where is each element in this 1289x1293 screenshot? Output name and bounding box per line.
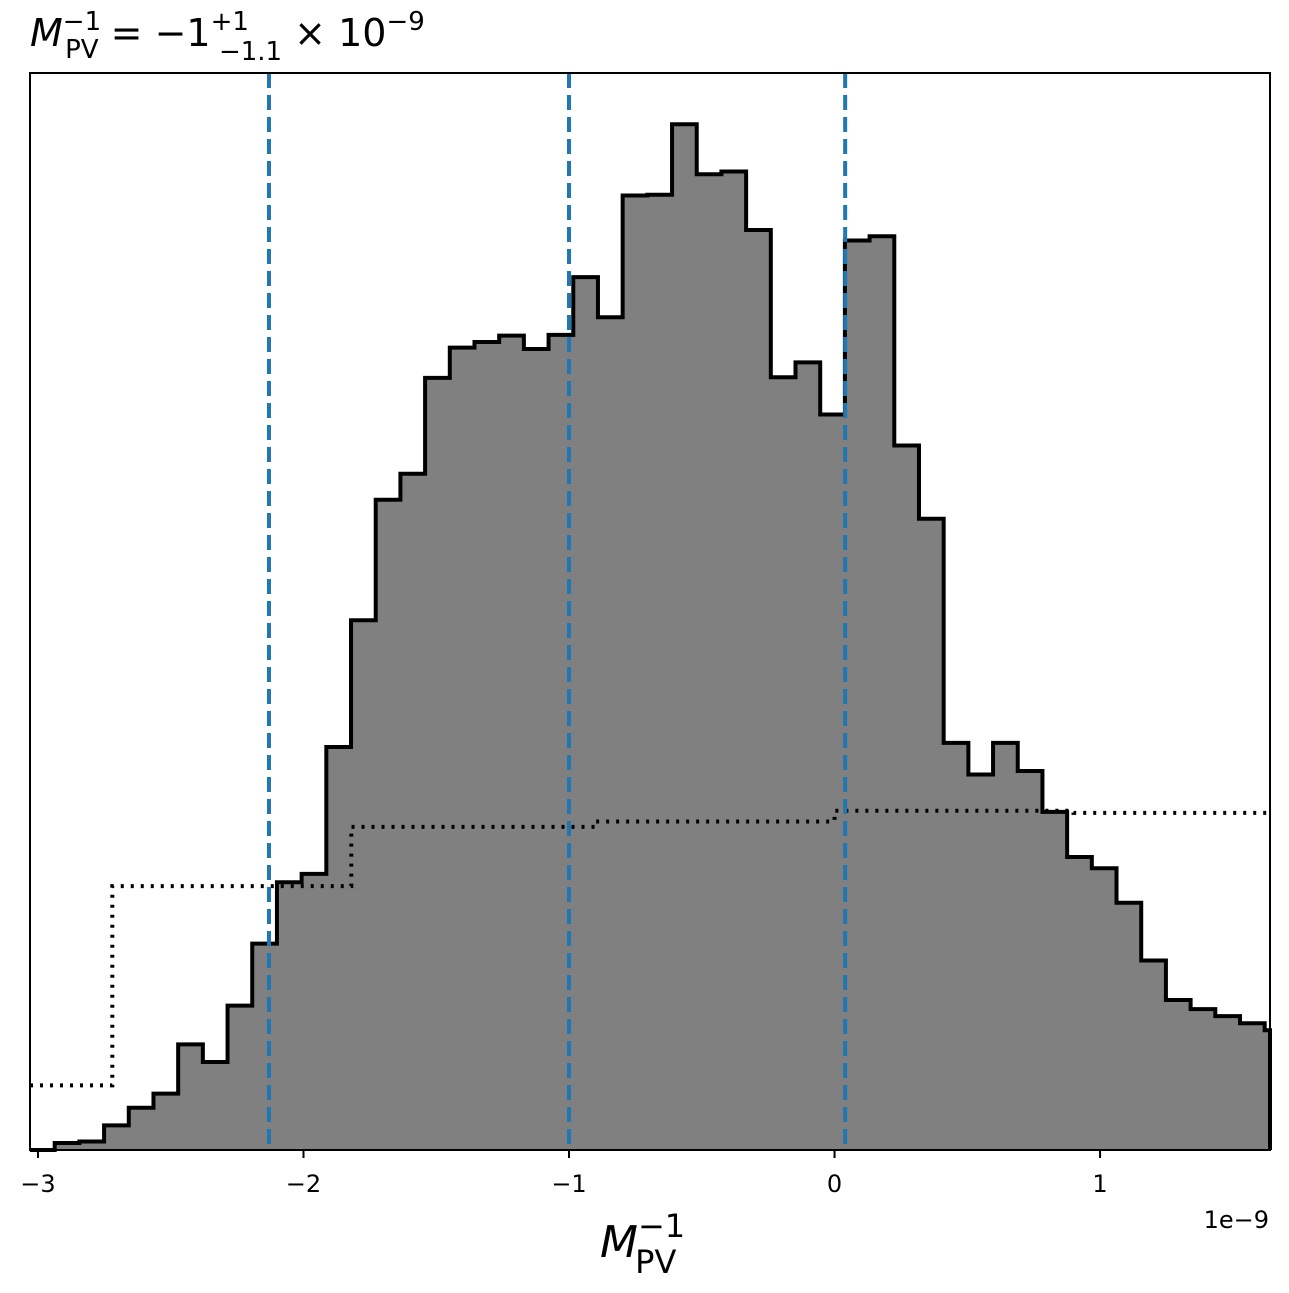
histogram-bar: [276, 882, 303, 1150]
histogram-bar: [573, 277, 599, 1150]
histogram-bar: [1190, 1009, 1216, 1150]
axes-frame: [29, 72, 1271, 1151]
histogram-bar: [301, 873, 327, 1150]
histogram-bar: [968, 774, 994, 1150]
histogram-bar: [746, 229, 772, 1150]
x-tick-label: −3: [20, 1170, 55, 1198]
histogram-bar: [672, 124, 698, 1150]
x-axis-label: M−1 PV: [600, 1207, 685, 1281]
x-axis-ticks: −3 −2 −1 0 1: [20, 1150, 1108, 1198]
histogram-bar: [474, 341, 500, 1150]
histogram-bar: [54, 1142, 80, 1150]
histogram-bar: [844, 240, 871, 1151]
title-times: × 10: [282, 11, 386, 55]
x-tick-label: 0: [827, 1170, 842, 1198]
title-err-minus: −1.1: [219, 37, 282, 67]
histogram-bar: [894, 445, 920, 1151]
chart-title: M−1 PV = −1+1 −1.1 × 10−9: [30, 7, 425, 67]
histogram-bar: [943, 742, 969, 1150]
title-equals: = −1: [99, 11, 211, 55]
histogram-bar: [128, 1107, 155, 1150]
histogram-bar: [326, 747, 352, 1150]
title-exp: −9: [386, 7, 424, 37]
histogram-bar: [647, 194, 673, 1150]
histogram-bar: [597, 317, 624, 1150]
histogram-bar: [1239, 1023, 1266, 1150]
histogram-bar: [499, 335, 525, 1150]
histogram-bar: [351, 620, 377, 1150]
xlabel-sub: PV: [635, 1243, 676, 1281]
x-tick-label: −1: [551, 1170, 586, 1198]
histogram-bar: [178, 1044, 204, 1150]
histogram-bar: [1017, 770, 1044, 1150]
title-lhs-sup: −1: [63, 7, 101, 37]
histogram-bar: [79, 1141, 105, 1150]
plot-area: [30, 73, 1272, 1152]
histogram-bar: [1264, 1030, 1271, 1150]
histogram-bar: [1042, 811, 1068, 1150]
title-err-plus: +1: [211, 7, 249, 37]
histogram-bar: [1091, 868, 1118, 1150]
histogram-bar: [425, 377, 451, 1151]
x-tick-label: 1: [1092, 1170, 1107, 1198]
histogram-bar: [1215, 1016, 1241, 1150]
histogram-bar: [820, 414, 846, 1150]
histogram-bar: [523, 349, 550, 1150]
histogram-bar: [1067, 856, 1093, 1150]
histogram-bar: [696, 174, 723, 1151]
histogram-bar: [202, 1061, 229, 1150]
histogram-bar: [993, 742, 1019, 1150]
histogram-bar: [721, 171, 747, 1150]
histogram-bar: [869, 236, 895, 1150]
histogram-bar: [227, 1005, 253, 1150]
histogram-bar: [153, 1093, 179, 1150]
histogram-bar: [918, 518, 945, 1150]
svg-text:M−1PV = −1+1−1.1 × 10−9: M−1 PV = −1+1 −1.1 × 10−9: [30, 7, 425, 67]
svg-text:M−1PV: M−1 PV: [600, 1207, 685, 1281]
x-offset-label: 1e−9: [1204, 1206, 1269, 1234]
xlabel-sup: −1: [638, 1207, 685, 1245]
histogram-bar: [104, 1125, 130, 1150]
histogram-bar: [449, 347, 476, 1150]
histogram-bar: [1165, 999, 1192, 1150]
xlabel-base: M: [600, 1217, 638, 1268]
histogram-bar: [622, 195, 648, 1150]
histogram-bar: [770, 377, 797, 1151]
title-lhs-sub: PV: [65, 35, 99, 65]
histogram-bar: [400, 473, 426, 1151]
histogram-bar: [375, 499, 402, 1151]
histogram-bar: [1141, 960, 1167, 1150]
histogram-bar: [252, 943, 278, 1150]
histogram-bar: [1116, 902, 1142, 1150]
histogram-bar: [795, 362, 821, 1150]
histogram-outline: [30, 122, 1272, 1152]
x-tick-label: −2: [286, 1170, 321, 1198]
title-lhs-base: M: [30, 11, 63, 55]
